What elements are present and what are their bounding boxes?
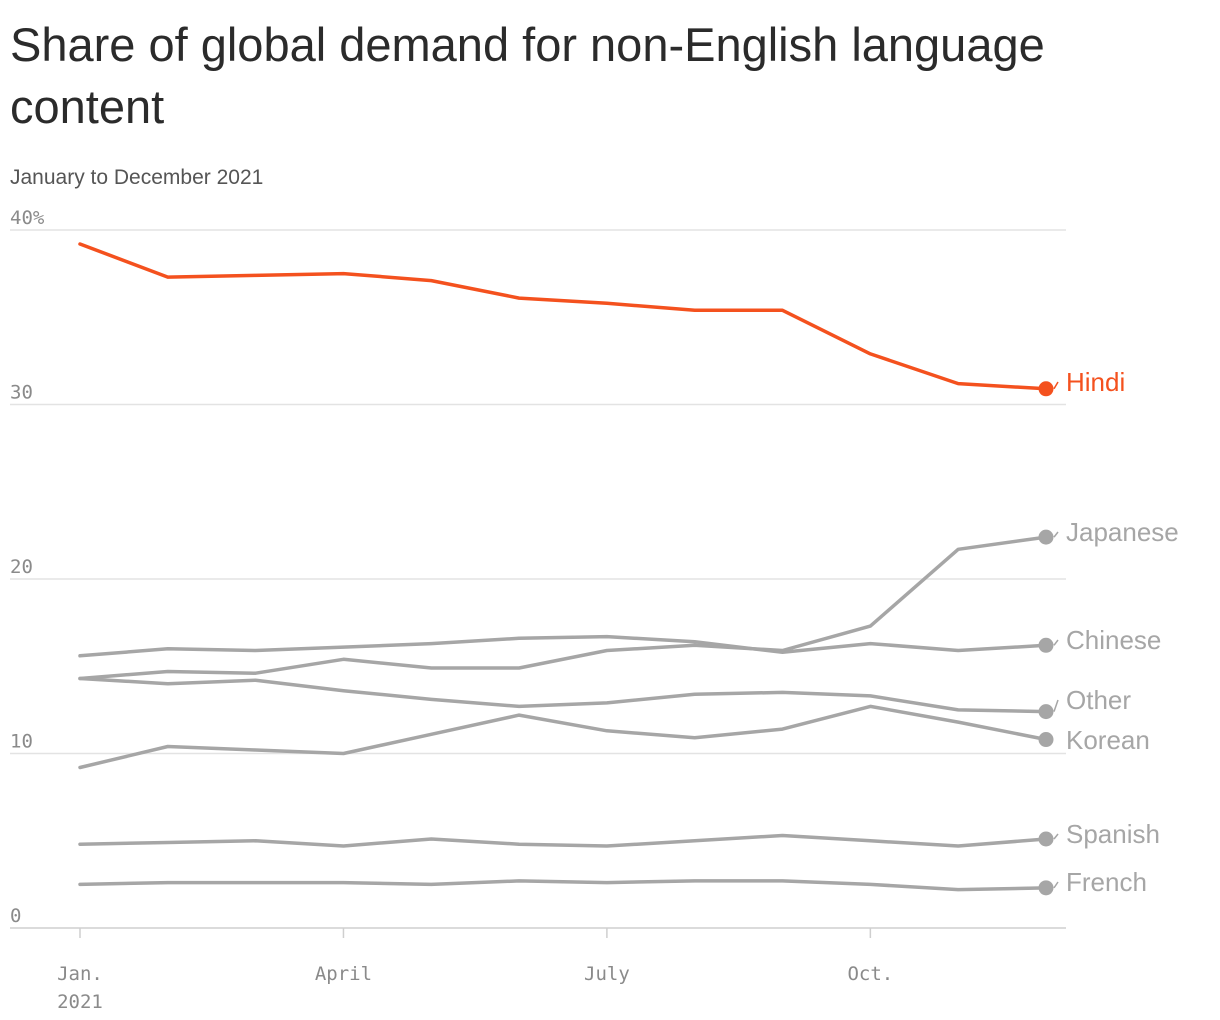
series-label-leader-spanish <box>1053 833 1059 840</box>
series-label-leader-french <box>1053 881 1059 889</box>
series-line-hindi <box>78 242 1048 391</box>
x-tick-label-july: July <box>584 963 630 985</box>
series-line-japanese <box>78 535 1048 681</box>
series-end-point-japanese <box>1038 529 1054 545</box>
chart-subtitle: January to December 2021 <box>10 166 264 189</box>
series-end-point-hindi <box>1038 381 1054 397</box>
series-label-leader-chinese <box>1053 639 1059 646</box>
series-label-korean: Korean <box>1066 725 1150 755</box>
series-end-points <box>1038 381 1054 896</box>
x-tick-label-april: April <box>315 963 372 985</box>
series-line-korean <box>78 704 1048 770</box>
series-lines <box>78 242 1048 892</box>
chart-title: Share of global demand for non-English l… <box>10 18 1045 133</box>
series-line-chinese <box>78 634 1048 658</box>
series-line-other <box>78 676 1048 714</box>
series-label-spanish: Spanish <box>1066 819 1160 849</box>
series-end-point-spanish <box>1038 831 1054 847</box>
series-end-point-french <box>1038 880 1054 896</box>
series-label-leader-other <box>1053 699 1059 712</box>
series-end-point-other <box>1038 704 1054 720</box>
series-label-leader-japanese <box>1053 531 1059 538</box>
x-tick-label-oct-: Oct. <box>847 963 893 985</box>
series-label-chinese: Chinese <box>1066 625 1161 655</box>
series-end-point-chinese <box>1038 637 1054 653</box>
y-tick-label-0: 0 <box>10 905 21 927</box>
y-tick-label-40: 40% <box>10 207 45 229</box>
series-label-french: French <box>1066 867 1147 897</box>
x-axis-ticks: Jan. 2021 April July Oct. <box>57 928 893 1013</box>
series-line-french <box>78 879 1048 892</box>
y-tick-label-10: 10 <box>10 731 33 753</box>
y-tick-label-20: 20 <box>10 556 33 578</box>
x-tick-label-jan-: Jan. <box>57 963 103 985</box>
series-end-point-korean <box>1038 732 1054 748</box>
series-label-japanese: Japanese <box>1066 517 1179 547</box>
y-axis-ticks: 0 10 20 30 40% <box>10 207 45 927</box>
series-label-hindi: Hindi <box>1066 367 1125 397</box>
series-line-spanish <box>78 833 1048 848</box>
series-labels: Japanese Chinese Other Korean Spanish French H… <box>1053 367 1179 897</box>
gridlines <box>10 229 1066 929</box>
series-label-leader-hindi <box>1053 381 1059 390</box>
series-label-other: Other <box>1066 685 1131 715</box>
x-tick-label-year: 2021 <box>57 991 103 1013</box>
y-tick-label-30: 30 <box>10 382 33 404</box>
